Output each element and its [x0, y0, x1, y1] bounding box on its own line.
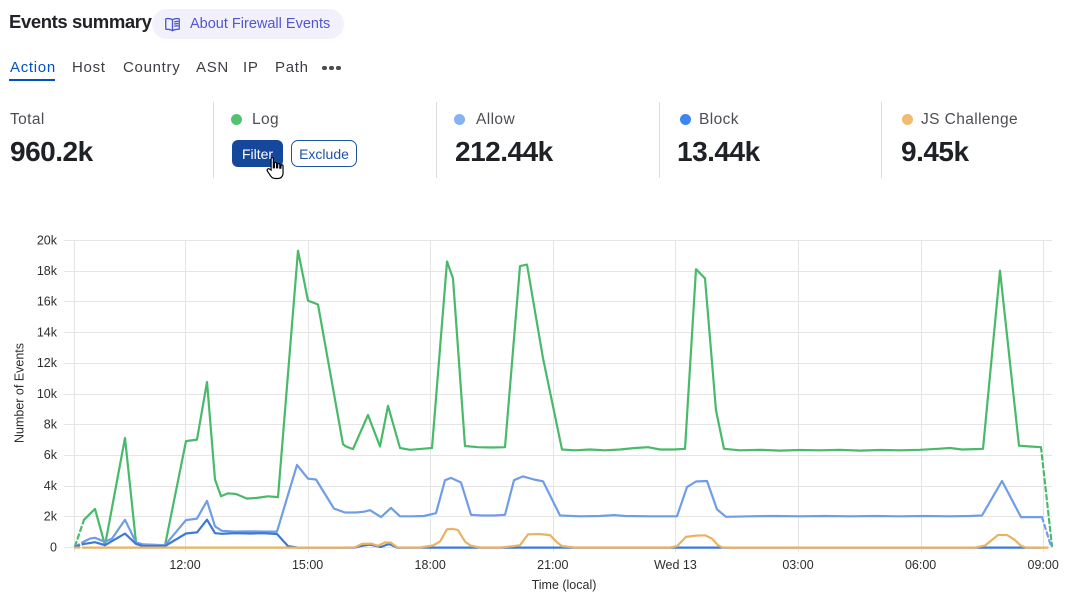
- svg-text:15:00: 15:00: [292, 558, 323, 572]
- svg-text:21:00: 21:00: [537, 558, 568, 572]
- svg-text:Wed 13: Wed 13: [654, 558, 697, 572]
- svg-text:06:00: 06:00: [905, 558, 936, 572]
- svg-text:03:00: 03:00: [782, 558, 813, 572]
- svg-text:09:00: 09:00: [1028, 558, 1059, 572]
- svg-text:12:00: 12:00: [169, 558, 200, 572]
- svg-text:8k: 8k: [44, 418, 58, 432]
- svg-text:18k: 18k: [37, 264, 58, 278]
- svg-text:10k: 10k: [37, 387, 58, 401]
- svg-text:Time (local): Time (local): [532, 578, 597, 592]
- svg-text:0: 0: [50, 540, 57, 554]
- svg-text:6k: 6k: [44, 448, 58, 462]
- svg-text:4k: 4k: [44, 479, 58, 493]
- svg-text:14k: 14k: [37, 325, 58, 339]
- svg-text:12k: 12k: [37, 356, 58, 370]
- svg-text:Number of Events: Number of Events: [13, 343, 27, 443]
- svg-text:2k: 2k: [44, 510, 58, 524]
- svg-text:20k: 20k: [37, 233, 58, 247]
- svg-text:16k: 16k: [37, 295, 58, 309]
- svg-text:18:00: 18:00: [415, 558, 446, 572]
